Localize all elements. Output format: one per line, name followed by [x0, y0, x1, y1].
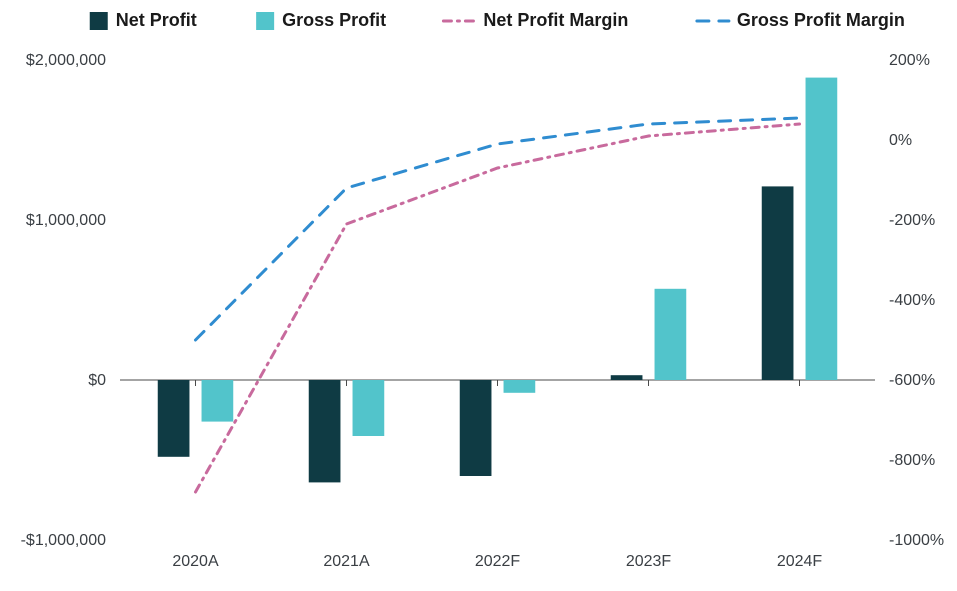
- bar-gross-profit: [806, 78, 838, 380]
- y-right-tick-label: -1000%: [889, 532, 944, 549]
- bar-gross-profit: [655, 289, 687, 380]
- y-right-tick-label: -600%: [889, 372, 935, 389]
- legend-label: Net Profit: [116, 10, 197, 30]
- y-left-tick-label: $0: [88, 372, 106, 389]
- x-category-label: 2020A: [172, 553, 219, 570]
- legend-label: Gross Profit: [282, 10, 386, 30]
- bar-net-profit: [158, 380, 190, 457]
- x-category-label: 2022F: [475, 553, 521, 570]
- y-right-tick-label: 200%: [889, 52, 930, 69]
- legend-label: Net Profit Margin: [483, 10, 628, 30]
- bar-net-profit: [762, 186, 794, 380]
- bar-net-profit: [460, 380, 492, 476]
- bar-gross-profit: [353, 380, 385, 436]
- y-left-tick-label: $2,000,000: [26, 52, 106, 69]
- line-gross-profit-margin: [196, 118, 800, 340]
- y-left-tick-label: -$1,000,000: [21, 532, 107, 549]
- bar-net-profit: [309, 380, 341, 482]
- legend: Net Profit Gross Profit Net Profit Margin G…: [90, 10, 905, 30]
- y-right-tick-label: -400%: [889, 292, 935, 309]
- x-category-label: 2023F: [626, 553, 672, 570]
- bar-gross-profit: [504, 380, 536, 393]
- x-category-label: 2021A: [323, 553, 370, 570]
- profit-chart: -$1,000,000 $0 $1,000,000 $2,000,000 -1000% -…: [0, 0, 957, 591]
- legend-swatch: [90, 12, 108, 30]
- legend-label: Gross Profit Margin: [737, 10, 905, 30]
- bar-gross-profit: [202, 380, 234, 422]
- legend-swatch: [256, 12, 274, 30]
- line-net-profit-margin: [196, 124, 800, 492]
- y-right-tick-label: -200%: [889, 212, 935, 229]
- y-right-tick-label: 0%: [889, 132, 912, 149]
- y-right-tick-label: -800%: [889, 452, 935, 469]
- y-left-tick-label: $1,000,000: [26, 212, 106, 229]
- x-category-label: 2024F: [777, 553, 823, 570]
- bar-net-profit: [611, 375, 643, 380]
